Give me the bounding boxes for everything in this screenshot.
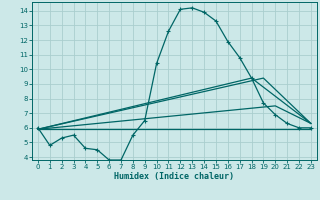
X-axis label: Humidex (Indice chaleur): Humidex (Indice chaleur) <box>115 172 234 181</box>
